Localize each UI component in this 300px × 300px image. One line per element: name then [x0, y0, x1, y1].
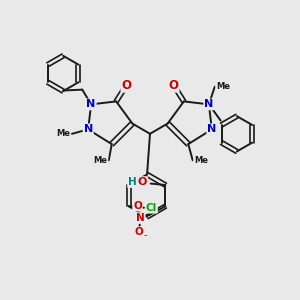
Text: N: N	[136, 213, 145, 223]
Text: O: O	[138, 177, 147, 187]
Text: O: O	[122, 79, 131, 92]
Text: N: N	[207, 124, 217, 134]
Text: N: N	[83, 124, 93, 134]
Text: Cl: Cl	[146, 203, 157, 213]
Text: N: N	[86, 99, 96, 110]
Text: Me: Me	[216, 82, 230, 91]
Text: O: O	[133, 201, 142, 211]
Text: -: -	[144, 230, 147, 240]
Text: Me: Me	[94, 156, 107, 165]
Text: Me: Me	[194, 156, 208, 165]
Text: H: H	[128, 177, 137, 187]
Text: O: O	[169, 79, 178, 92]
Text: +: +	[137, 200, 143, 206]
Text: Me: Me	[56, 129, 70, 138]
Text: N: N	[204, 99, 214, 110]
Text: O: O	[134, 227, 143, 237]
